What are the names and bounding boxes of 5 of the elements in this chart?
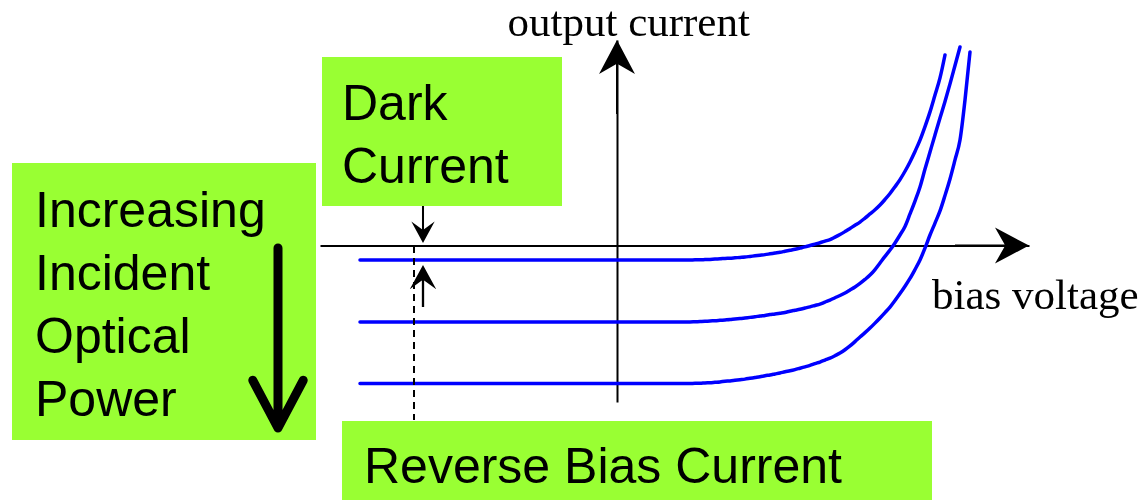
annotation: Dark Current	[342, 75, 509, 194]
text: Reverse Bias Current	[364, 438, 843, 494]
y-axis-title: output current	[507, 0, 750, 45]
x-axis-title: bias voltage	[932, 270, 1139, 318]
text: Increasing Incident Optical Power	[35, 181, 266, 427]
